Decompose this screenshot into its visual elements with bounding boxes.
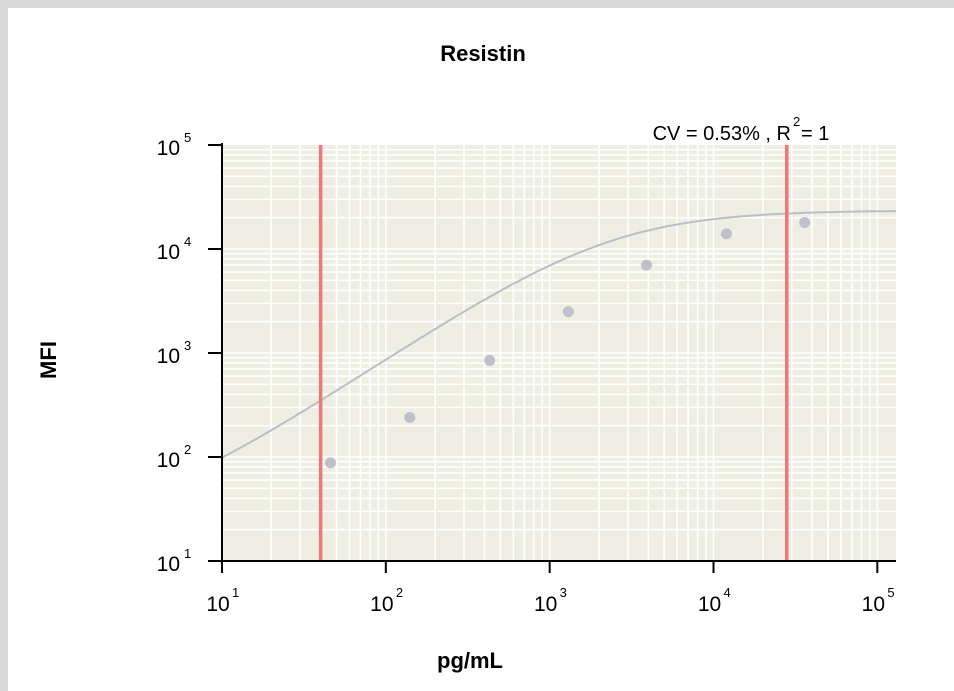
fit-curve xyxy=(221,210,896,459)
fit-annotation-suffix: = 1 xyxy=(801,123,829,145)
chart-panel: 10 1 10 2 10 3 10 4 10 5 10 1 10 2 10 3 10 4 10 5 Resistin pg… xyxy=(8,8,954,691)
x-tick-exponent-2: 2 xyxy=(396,585,403,600)
fit-annotation-prefix: CV = 0.53% , R xyxy=(653,123,791,145)
y-tick-label-2: 10 xyxy=(157,449,180,472)
fit-annotation-exponent: 2 xyxy=(793,114,800,129)
y-tick-exponent-3: 3 xyxy=(184,338,191,353)
x-tick-label-5: 10 xyxy=(862,593,885,616)
x-tick-exponent-3: 3 xyxy=(560,585,567,600)
y-tick-exponent-4: 4 xyxy=(184,234,191,249)
y-tick-exponent-1: 1 xyxy=(184,546,191,561)
y-axis-title: MFI xyxy=(36,341,61,379)
x-tick-exponent-5: 5 xyxy=(887,585,894,600)
y-tick-label-4: 10 xyxy=(157,241,180,264)
x-tick-label-3: 10 xyxy=(534,593,557,616)
y-tick-exponent-2: 2 xyxy=(184,442,191,457)
y-tick-label-3: 10 xyxy=(157,345,180,368)
x-tick-label-1: 10 xyxy=(206,593,229,616)
data-point-1 xyxy=(325,457,337,469)
data-point-3 xyxy=(484,354,496,366)
data-point-2 xyxy=(404,411,416,423)
data-point-7 xyxy=(799,216,811,228)
y-tick-label-1: 10 xyxy=(157,553,180,576)
x-tick-label-2: 10 xyxy=(370,593,393,616)
data-point-6 xyxy=(720,228,732,240)
y-tick-exponent-5: 5 xyxy=(184,130,191,145)
x-tick-exponent-4: 4 xyxy=(723,585,730,600)
y-tick-label-5: 10 xyxy=(157,137,180,160)
data-point-5 xyxy=(641,259,653,271)
data-point-4 xyxy=(562,306,574,318)
x-axis-title: pg/mL xyxy=(437,648,503,673)
x-tick-exponent-1: 1 xyxy=(232,585,239,600)
x-tick-label-4: 10 xyxy=(698,593,721,616)
chart-title: Resistin xyxy=(440,41,526,66)
